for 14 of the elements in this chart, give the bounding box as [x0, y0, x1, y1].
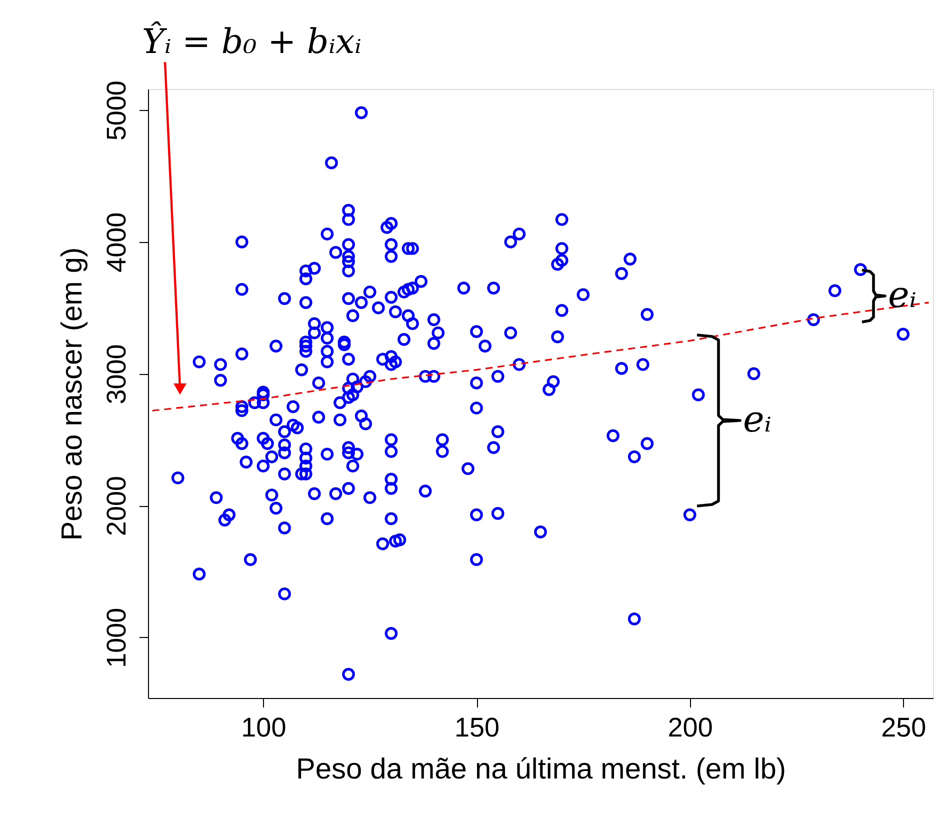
y-tick-label: 5000 — [102, 80, 132, 141]
x-tick-label: 250 — [881, 712, 926, 742]
annotation: eᵢ — [888, 275, 917, 316]
y-tick-label: 2000 — [102, 476, 132, 536]
x-tick-label: 100 — [241, 712, 286, 742]
x-tick-label: 150 — [454, 712, 500, 742]
x-tick-label: 200 — [668, 712, 713, 742]
y-tick-label: 1000 — [102, 608, 132, 668]
y-axis-title: Peso ao nascer (em g) — [56, 247, 88, 541]
y-tick-label: 3000 — [102, 344, 132, 404]
y-tick-label: 4000 — [102, 212, 132, 272]
x-axis-title: Peso da mãe na última menst. (em lb) — [296, 754, 786, 786]
text: Ŷᵢ = b₀ + bᵢxᵢ — [142, 21, 362, 62]
annotation: eᵢ — [743, 400, 772, 440]
